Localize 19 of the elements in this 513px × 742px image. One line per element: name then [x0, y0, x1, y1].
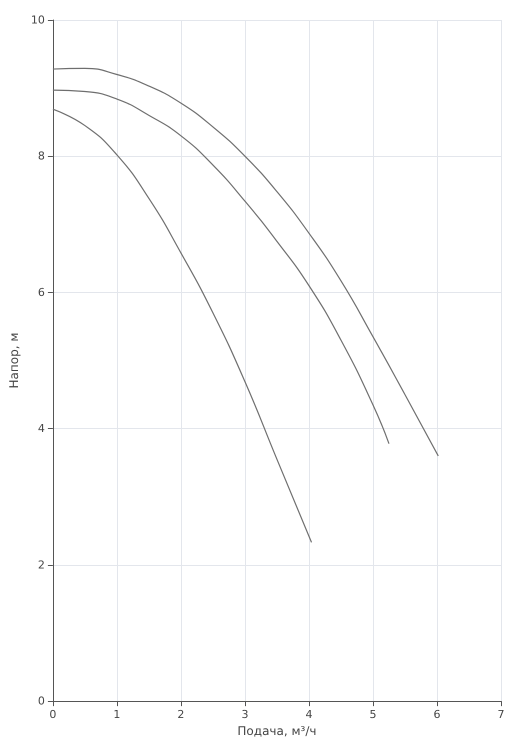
y-tick-label: 8: [38, 150, 45, 163]
y-tick-label: 6: [38, 286, 45, 299]
x-tick-label: 1: [113, 708, 120, 722]
line-series: [52, 108, 312, 544]
line-series: [52, 68, 439, 457]
y-tick-label: 2: [38, 558, 45, 572]
x-tick-label: 2: [177, 708, 184, 722]
y-tick-label: 10: [30, 14, 45, 26]
x-tick-label: 5: [369, 708, 376, 722]
y-tick-label: 4: [38, 422, 45, 436]
y-tick-label: 0: [38, 694, 45, 708]
x-tick-label: 0: [49, 708, 56, 722]
x-tick-label: 4: [305, 708, 312, 722]
line-series: [52, 90, 390, 444]
y-axis-title: Напор, м: [7, 332, 21, 388]
x-axis-title: Подача, м³/ч: [237, 724, 316, 738]
x-tick-label: 7: [498, 708, 504, 722]
x-tick-label: 3: [241, 708, 248, 722]
x-tick-label: 6: [433, 708, 440, 722]
